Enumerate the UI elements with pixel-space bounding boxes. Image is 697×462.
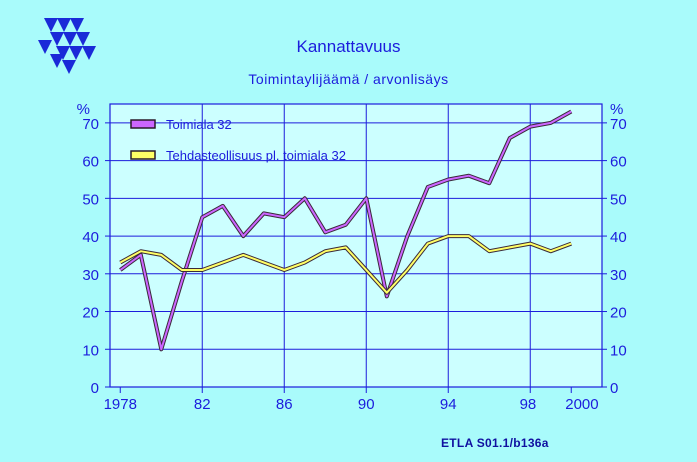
y-tick-label-left: 10: [82, 342, 99, 359]
plot-frame: [109, 103, 603, 388]
chart-title: Kannattavuus: [296, 37, 401, 56]
grid-lines: [110, 104, 602, 387]
y-tick-label-right: 40: [610, 229, 627, 246]
y-tick-label-right: 70: [610, 116, 627, 133]
y-tick-label-right: 30: [610, 267, 627, 284]
y-tick-label-left: 50: [82, 191, 99, 208]
y-tick-label-right: 10: [610, 342, 627, 359]
x-tick-label: 98: [520, 396, 537, 413]
axes: [105, 103, 607, 393]
x-tick-label: 90: [358, 396, 375, 413]
y-unit-left: %: [77, 101, 90, 118]
legend-label: Toimiala 32: [166, 117, 232, 132]
legend-swatch: [130, 119, 156, 129]
tick-labels: 0 0 10 10 20 20 30 30 40 40 50 50 60 60 70 70% % 1978 82 86…: [77, 101, 627, 413]
y-tick-label-left: 70: [82, 116, 99, 133]
x-tick-label: 94: [440, 396, 457, 413]
y-tick-label-left: 60: [82, 154, 99, 171]
source-note: ETLA S01.1/b136a: [441, 436, 549, 450]
x-tick-label: 1978: [104, 396, 137, 413]
legend: Toimiala 32 Tehdasteollisuus pl. toimiala…: [130, 117, 346, 163]
y-tick-label-left: 0: [91, 380, 99, 397]
y-tick-label-left: 40: [82, 229, 99, 246]
legend-label: Tehdasteollisuus pl. toimiala 32: [166, 148, 346, 163]
y-tick-label-right: 0: [610, 380, 618, 397]
y-tick-label-right: 20: [610, 305, 627, 322]
legend-swatch: [130, 150, 156, 160]
series-lines: [119, 109, 573, 352]
y-tick-label-left: 30: [82, 267, 99, 284]
y-tick-label-right: 60: [610, 154, 627, 171]
y-tick-label-right: 50: [610, 191, 627, 208]
x-tick-label: 2000: [565, 396, 598, 413]
y-unit-right: %: [610, 101, 623, 118]
etla-logo-icon: [38, 18, 96, 74]
x-tick-label: 86: [276, 396, 293, 413]
y-tick-label-left: 20: [82, 305, 99, 322]
chart-subtitle: Toimintaylijäämä / arvonlisäys: [248, 71, 449, 87]
x-tick-label: 82: [194, 396, 211, 413]
